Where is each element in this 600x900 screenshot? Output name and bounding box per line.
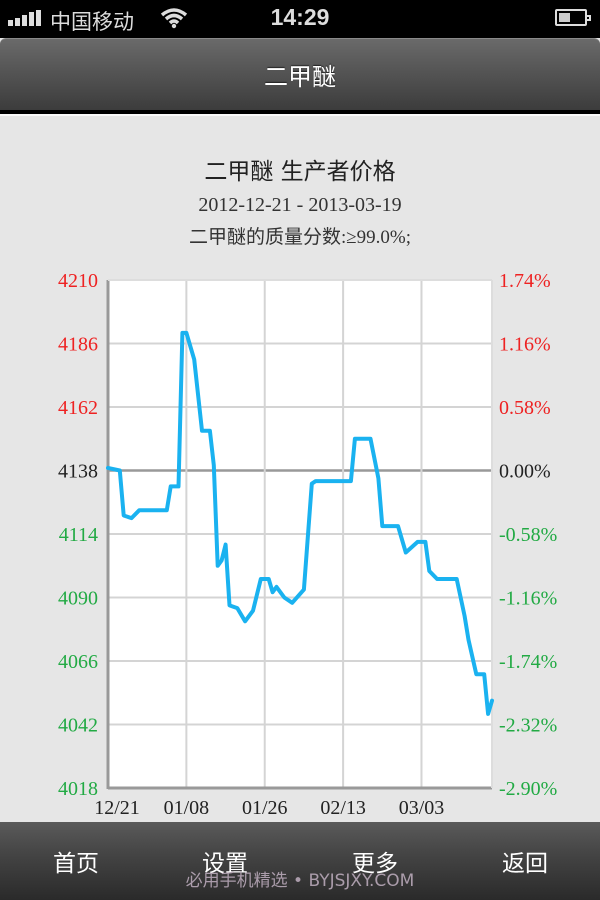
y-tick-left: 4018 [58, 778, 98, 800]
battery-icon [555, 9, 591, 26]
y-tick-right: 0.00% [499, 461, 551, 483]
carrier-name: 中国移动 [50, 10, 134, 34]
y-tick-right: -2.32% [499, 715, 557, 737]
nav-bar: 二甲醚 [0, 38, 600, 110]
y-tick-left: 4210 [58, 270, 98, 292]
y-tick-left: 4114 [59, 524, 98, 546]
y-tick-right: -0.58% [499, 524, 557, 546]
x-tick: 02/13 [320, 797, 366, 819]
y-axis-right-labels: 1.74% 1.16% 0.58% 0.00% -0.58% -1.16% -1.74% -2… [499, 270, 557, 800]
nav-divider [0, 110, 600, 114]
bottom-tab-bar: 首页 设置 更多 返回 必用手机精选 • BYJSJXY.COM [0, 822, 600, 900]
x-tick: 01/26 [242, 797, 288, 819]
y-tick-left: 4186 [58, 334, 98, 356]
status-bar: 中国移动 14:29 [0, 0, 600, 38]
y-tick-right: -1.16% [499, 588, 557, 610]
page-title: 二甲醚 [264, 63, 336, 91]
tab-back[interactable]: 返回 [502, 851, 548, 877]
chart-quality-note: 二甲醚的质量分数:≥99.0%; [188, 227, 412, 248]
wifi-icon [160, 8, 188, 29]
y-tick-right: 1.74% [499, 270, 551, 292]
tab-settings[interactable]: 设置 [202, 851, 248, 877]
watermark: 必用手机精选 • BYJSJXY.COM [185, 871, 415, 891]
y-axis-left-labels: 4210 4186 4162 4138 4114 4090 4066 4042 4018 [58, 270, 98, 800]
chart-date-range: 2012-12-21 - 2013-03-19 [198, 194, 402, 216]
chart-title: 二甲醚 生产者价格 [204, 159, 396, 185]
x-tick: 03/03 [399, 797, 445, 819]
chart-grid [108, 280, 492, 788]
x-axis-labels: 12/21 01/08 01/26 02/13 03/03 [94, 797, 444, 819]
price-line [106, 330, 494, 716]
y-tick-right: 0.58% [499, 397, 551, 419]
y-tick-right: 1.16% [499, 334, 551, 356]
y-tick-left: 4042 [58, 715, 98, 737]
signal-bars-icon [8, 10, 41, 26]
x-tick: 01/08 [164, 797, 210, 819]
y-tick-right: -2.90% [499, 778, 557, 800]
x-tick: 12/21 [94, 797, 140, 819]
price-line-chart: 4210 4186 4162 4138 4114 4090 4066 4042 4018 1.7… [58, 270, 557, 819]
y-tick-left: 4066 [58, 651, 98, 673]
y-tick-right: -1.74% [499, 651, 557, 673]
y-tick-left: 4090 [58, 588, 98, 610]
tab-more[interactable]: 更多 [352, 851, 398, 877]
nav-divider-highlight [0, 114, 600, 116]
clock: 14:29 [270, 4, 330, 30]
y-tick-left: 4162 [58, 397, 98, 419]
y-tick-left: 4138 [58, 461, 98, 483]
tab-home[interactable]: 首页 [53, 851, 99, 877]
